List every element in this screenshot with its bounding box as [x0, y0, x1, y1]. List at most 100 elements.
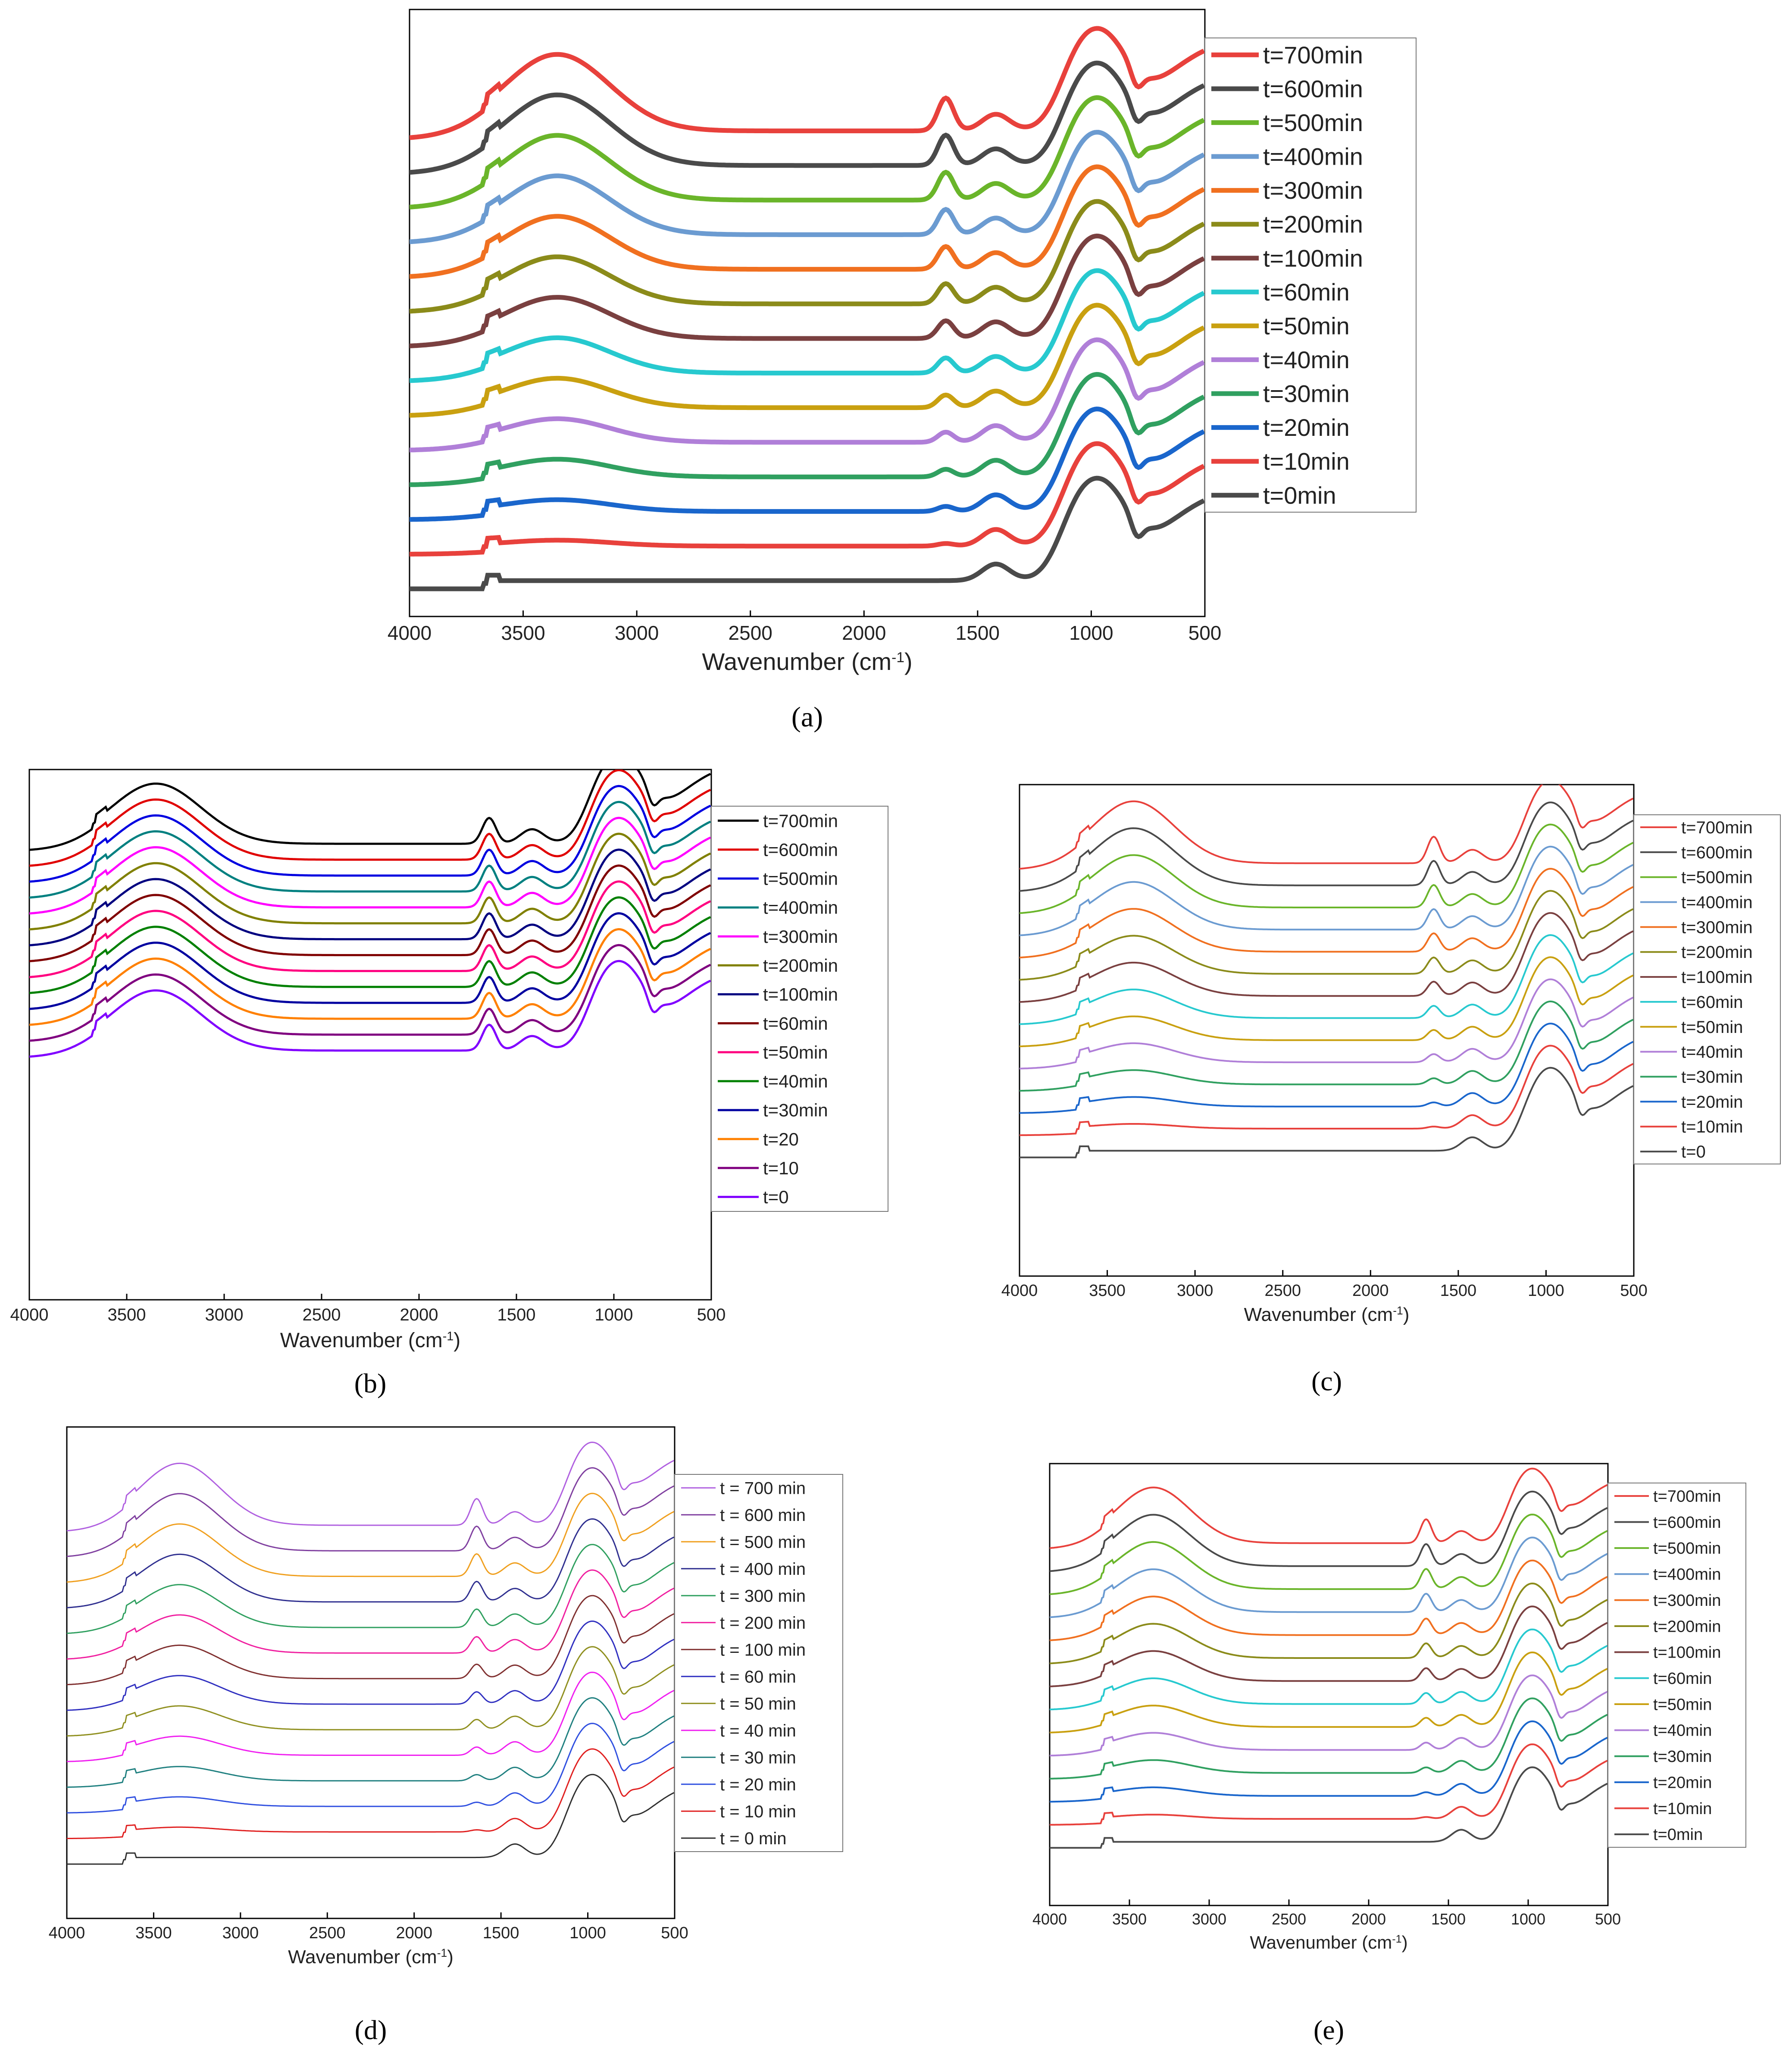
- series-line-t=60min: [410, 268, 1205, 383]
- x-tick-label: 1500: [497, 1305, 536, 1324]
- legend-label: t = 300 min: [720, 1586, 806, 1605]
- x-tick-label: 500: [1620, 1282, 1647, 1300]
- x-tick-label: 1000: [569, 1924, 606, 1942]
- panel-caption-d: (d): [355, 2015, 387, 2045]
- legend-label: t=700min: [1653, 1487, 1721, 1505]
- series-line-t=400min: [67, 1518, 675, 1608]
- series-line-t=10min: [67, 1748, 675, 1839]
- series-line-t=10min: [410, 441, 1205, 557]
- legend-label: t=400min: [1653, 1566, 1721, 1584]
- x-tick-label: 3000: [205, 1305, 244, 1324]
- series-line-t=600min: [1050, 1490, 1608, 1572]
- series-line-t=20: [29, 928, 711, 1026]
- series-line-t=10min: [1050, 1743, 1608, 1826]
- series-line-t=20min: [410, 407, 1205, 522]
- x-tick-label: 1000: [1528, 1282, 1564, 1300]
- x-tick-label: 2000: [400, 1305, 438, 1324]
- series-line-t=40min: [67, 1671, 675, 1762]
- legend-label: t = 600 min: [720, 1506, 806, 1525]
- series-line-t=600min: [1020, 801, 1634, 892]
- x-tick-label: 4000: [49, 1924, 85, 1942]
- legend-label: t=300min: [1681, 918, 1753, 937]
- legend-box-e: [1607, 1483, 1746, 1848]
- legend-label: t=100min: [1653, 1644, 1721, 1662]
- series-line-t=50min: [67, 1646, 675, 1737]
- x-tick-label: 4000: [10, 1305, 49, 1324]
- series-line-t=200min: [29, 832, 711, 931]
- legend-label: t=40min: [1681, 1043, 1743, 1062]
- series-line-t=40min: [1050, 1674, 1608, 1757]
- series-line-t=200min: [1050, 1582, 1608, 1665]
- legend-label: t=20min: [1681, 1092, 1743, 1111]
- series-line-t=0min: [1050, 1766, 1608, 1849]
- series-line-t=100min: [1050, 1605, 1608, 1687]
- panel-caption-e: (e): [1314, 2015, 1344, 2045]
- series-line-t=0min: [67, 1774, 675, 1865]
- series-line-t=20min: [67, 1723, 675, 1814]
- legend-label: t = 20 min: [720, 1775, 796, 1794]
- x-tick-label: 500: [661, 1924, 688, 1942]
- legend-label: t=0min: [1263, 482, 1336, 509]
- x-axis-title-main: Wavenumber (cm: [702, 648, 891, 675]
- legend-label: t=20min: [1263, 414, 1350, 441]
- series-line-t=30min: [1050, 1697, 1608, 1780]
- legend-label: t=700min: [1263, 41, 1363, 69]
- series-line-t=30min: [410, 372, 1205, 487]
- legend-label: t=700min: [1681, 818, 1753, 837]
- series-line-t=300min: [29, 817, 711, 915]
- legend-label: t = 0 min: [720, 1829, 787, 1848]
- series-line-t=100min: [410, 233, 1205, 348]
- x-tick-label: 3500: [1112, 1910, 1147, 1928]
- x-axis-title-close: ): [453, 1329, 460, 1352]
- legend-label: t=500min: [1653, 1539, 1721, 1558]
- panel-caption-a: (a): [791, 701, 823, 733]
- legend-label: t=200min: [1263, 211, 1363, 238]
- series-line-t=0min: [410, 476, 1205, 591]
- x-tick-label: 2000: [1351, 1910, 1386, 1928]
- legend-label: t=60min: [1681, 993, 1743, 1012]
- legend-label: t=0: [763, 1187, 789, 1207]
- legend-label: t=600min: [1653, 1514, 1721, 1532]
- legend-label: t = 40 min: [720, 1721, 796, 1740]
- series-line-t=500min: [29, 785, 711, 883]
- series-line-t=0: [1020, 1067, 1634, 1158]
- x-tick-label: 3500: [1089, 1282, 1126, 1300]
- series-line-t=10: [29, 944, 711, 1042]
- legend-box-c: [1633, 814, 1781, 1164]
- legend-label: t=100min: [1263, 244, 1363, 272]
- series-line-t=300min: [410, 164, 1205, 279]
- legend-label: t=500min: [763, 869, 838, 889]
- panel-caption-c: (c): [1311, 1366, 1342, 1396]
- legend-label: t=200min: [1653, 1618, 1721, 1636]
- x-axis-title-close: ): [447, 1946, 453, 1968]
- legend-label: t=600min: [763, 839, 838, 860]
- legend-label: t=10min: [1263, 448, 1350, 475]
- series-line-t=700min: [1050, 1467, 1608, 1549]
- x-tick-label: 2500: [303, 1305, 341, 1324]
- x-axis-title-sup: -1: [1393, 1304, 1403, 1317]
- legend-label: t=100min: [763, 984, 838, 1004]
- series-line-t=200min: [1020, 890, 1634, 981]
- x-tick-label: 2500: [309, 1924, 346, 1942]
- x-tick-label: 1000: [595, 1305, 633, 1324]
- legend-label: t=60min: [1263, 278, 1350, 306]
- legend-label: t=500min: [1263, 109, 1363, 136]
- x-axis-title-main: Wavenumber (cm: [288, 1946, 437, 1968]
- x-tick-label: 4000: [388, 622, 432, 644]
- series-line-t=40min: [29, 896, 711, 994]
- legend-label: t=300min: [1263, 177, 1363, 204]
- x-axis-title-main: Wavenumber (cm: [280, 1329, 443, 1352]
- x-tick-label: 2000: [842, 622, 886, 644]
- x-tick-label: 3000: [222, 1924, 259, 1942]
- legend-label: t=10min: [1653, 1800, 1712, 1818]
- legend-label: t=500min: [1681, 868, 1753, 887]
- series-line-t=30min: [67, 1697, 675, 1788]
- series-line-t=10min: [1020, 1045, 1634, 1136]
- series-line-t=500min: [410, 95, 1205, 210]
- x-axis-title-main: Wavenumber (cm: [1250, 1932, 1392, 1952]
- series-line-t=60min: [29, 864, 711, 962]
- series-line-t=400min: [410, 130, 1205, 244]
- legend-label: t=20: [763, 1129, 799, 1149]
- legend-label: t = 100 min: [720, 1640, 806, 1659]
- series-line-t=700min: [1020, 785, 1634, 870]
